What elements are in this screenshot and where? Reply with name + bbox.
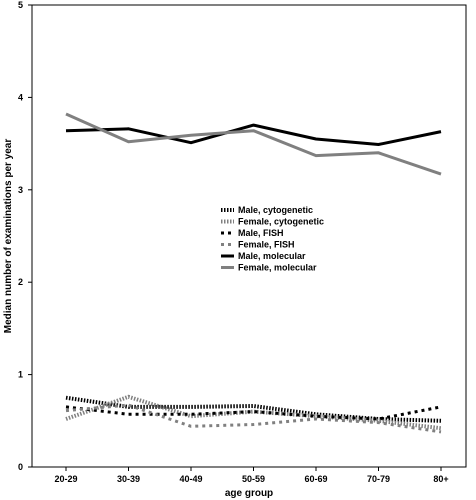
plot-area — [31, 4, 467, 468]
x-tick-label: 50-59 — [242, 474, 265, 484]
y-tick-label: 0 — [18, 462, 23, 472]
series-line-male-cytogenetic — [65, 395, 442, 423]
series-line-female-molecular — [65, 112, 442, 176]
x-axis: 20-29 30-39 40-49 50-59 60-69 70-79 80+ — [54, 467, 449, 484]
x-tick-label: 40-49 — [179, 474, 202, 484]
y-axis: 0 1 2 3 4 5 — [18, 0, 32, 472]
x-tick-label: 30-39 — [117, 474, 140, 484]
series-layer — [65, 112, 442, 434]
series-line-female-cytogenetic — [65, 394, 442, 431]
legend-label: Female, FISH — [238, 240, 295, 250]
series-line-male-fish — [65, 405, 442, 421]
y-tick-label: 1 — [18, 370, 23, 380]
y-tick-label: 3 — [18, 185, 23, 195]
x-tick-label: 80+ — [433, 474, 448, 484]
legend-label: Female, cytogenetic — [238, 217, 324, 227]
series-line-male-molecular — [65, 123, 442, 146]
legend-label: Female, molecular — [238, 263, 317, 273]
legend-label: Male, molecular — [238, 251, 306, 261]
y-tick-label: 5 — [18, 0, 23, 10]
y-tick-label: 4 — [18, 92, 23, 102]
x-axis-title: age group — [225, 488, 273, 499]
legend-label: Male, FISH — [238, 228, 284, 238]
x-tick-label: 60-69 — [304, 474, 327, 484]
plot-frame — [31, 4, 467, 468]
y-axis-title: Median number of examinations per year — [3, 139, 14, 334]
x-tick-label: 20-29 — [54, 474, 77, 484]
x-tick-label: 70-79 — [367, 474, 390, 484]
series-line-female-fish — [65, 403, 442, 434]
y-tick-label: 2 — [18, 277, 23, 287]
legend-label: Male, cytogenetic — [238, 205, 313, 215]
